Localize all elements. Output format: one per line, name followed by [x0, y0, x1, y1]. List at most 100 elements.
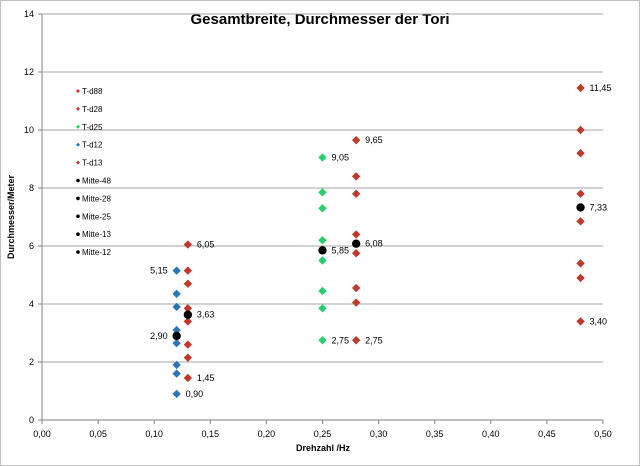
data-point-mitte-13	[183, 310, 193, 319]
legend-marker	[76, 160, 80, 165]
data-point-t-d13	[183, 304, 193, 313]
data-points	[172, 83, 585, 399]
data-label: 3,40	[590, 316, 608, 326]
tick-labels: 0 2 4 6 8 10 12 14 0,00 0,05 0,10 0,15 0,20 0,25 0,30 0…	[24, 9, 612, 439]
data-point-t-d25	[318, 236, 327, 245]
legend-entry: T-d28	[82, 105, 103, 114]
data-point-t-d13	[351, 249, 361, 258]
data-point-t-d13	[351, 336, 361, 345]
x-tick-label: 0,05	[89, 429, 107, 439]
x-axis-title: Drehzahl /Hz	[296, 443, 351, 453]
y-tick-label: 6	[29, 241, 34, 251]
data-label: 6,08	[365, 239, 383, 249]
data-point-t-d28	[576, 217, 585, 226]
data-label: 3,63	[197, 310, 215, 320]
data-labels: 11,45 9,65 9,05 7,33 6,08 6,05 5,85 5,15 3,63 3,4…	[150, 83, 611, 399]
legend-entry: T-d25	[82, 123, 103, 132]
legend-entry: T-d12	[82, 141, 103, 150]
data-point-t-d13	[183, 353, 193, 362]
legend-marker	[76, 196, 80, 201]
x-tick-label: 0,15	[202, 429, 220, 439]
legend-marker	[76, 142, 80, 147]
data-label: 2,75	[332, 335, 350, 345]
x-tick-label: 0,50	[594, 429, 612, 439]
data-label: 0,90	[186, 389, 204, 399]
data-point-t-d13	[183, 279, 193, 288]
data-label: 9,65	[365, 135, 383, 145]
data-point-t-d28	[576, 125, 585, 135]
data-point-t-d12	[172, 302, 181, 312]
data-point-t-d25	[318, 256, 327, 265]
data-label: 7,33	[590, 202, 608, 212]
data-point-t-d13	[351, 283, 361, 293]
data-point-t-d28	[576, 259, 585, 268]
legend-entry: Mitte-12	[82, 248, 111, 257]
y-tick-label: 0	[29, 415, 34, 425]
data-point-t-d13	[183, 240, 193, 249]
data-point-mitte-25	[318, 246, 327, 255]
x-tick-label: 0,35	[426, 429, 444, 439]
data-point-t-d25	[318, 336, 327, 345]
data-point-t-d13	[351, 172, 361, 181]
x-tick-label: 0,40	[482, 429, 500, 439]
legend-entry: T-d13	[82, 159, 103, 168]
data-point-t-d28	[576, 317, 585, 326]
data-point-t-d13	[351, 135, 361, 145]
legend-entry: T-d88	[82, 87, 103, 96]
data-point-t-d25	[318, 153, 327, 162]
legend-entry: Mitte-13	[82, 230, 111, 239]
data-point-t-d12	[172, 360, 181, 370]
x-tick-label: 0,10	[145, 429, 163, 439]
legend-entry: Mitte-48	[82, 177, 111, 186]
data-point-t-d25	[318, 188, 327, 197]
gridlines	[42, 13, 603, 363]
legend-marker	[76, 178, 80, 183]
legend-marker	[76, 89, 80, 93]
legend-marker	[76, 214, 80, 219]
data-point-t-d12	[172, 369, 181, 378]
data-point-mitte-12	[172, 331, 181, 341]
data-point-t-d12	[172, 289, 181, 299]
data-point-t-d12	[172, 389, 181, 399]
data-point-t-d28	[576, 149, 585, 158]
data-point-t-d88	[576, 83, 585, 93]
data-point-t-d13	[351, 189, 361, 198]
legend-entry: Mitte-28	[82, 194, 111, 203]
data-label: 9,05	[332, 153, 350, 163]
x-tick-label: 0,00	[33, 429, 51, 439]
axes	[38, 13, 604, 424]
y-tick-label: 4	[29, 299, 34, 309]
legend-marker	[76, 124, 80, 129]
legend: T-d88 T-d28 T-d25 T-d12 T-d13 Mitte-48 Mitte-2…	[76, 87, 111, 257]
data-point-t-d28	[576, 189, 585, 198]
data-label: 5,85	[332, 245, 350, 255]
data-point-t-d25	[318, 304, 327, 313]
y-tick-label: 8	[29, 183, 34, 193]
legend-marker	[76, 106, 80, 111]
data-label: 5,15	[150, 266, 168, 276]
data-label: 2,90	[150, 331, 168, 341]
data-point-mitte-28	[351, 239, 361, 248]
data-point-t-d13	[351, 298, 361, 307]
y-axis-title: Durchmesser/Meter	[6, 174, 16, 259]
legend-entry: Mitte-25	[82, 212, 111, 221]
legend-marker	[76, 250, 80, 254]
data-point-mitte-48	[576, 203, 585, 212]
data-point-t-d28	[576, 273, 585, 283]
data-point-t-d25	[318, 204, 327, 213]
data-point-t-d12	[172, 266, 181, 275]
data-point-t-d25	[318, 286, 327, 296]
y-tick-label: 12	[24, 67, 34, 77]
chart-title: Gesamtbreite, Durchmesser der Tori	[191, 11, 450, 28]
y-tick-label: 2	[29, 357, 34, 367]
legend-marker	[76, 232, 80, 236]
x-tick-label: 0,45	[538, 429, 556, 439]
data-point-t-d13	[183, 266, 193, 275]
y-tick-label: 14	[24, 9, 34, 19]
data-label: 2,75	[365, 335, 383, 345]
y-tick-label: 10	[24, 125, 34, 135]
data-point-t-d13	[183, 373, 193, 383]
